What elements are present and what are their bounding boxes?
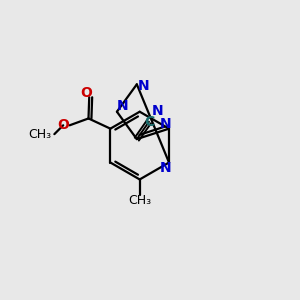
Text: O: O (57, 118, 69, 132)
Text: O: O (80, 86, 92, 100)
Text: CH₃: CH₃ (28, 128, 51, 141)
Text: CH₃: CH₃ (128, 194, 151, 207)
Text: N: N (159, 117, 171, 130)
Text: N: N (160, 161, 171, 176)
Text: N: N (137, 79, 149, 93)
Text: N: N (152, 104, 163, 118)
Text: N: N (117, 99, 129, 113)
Text: C: C (145, 115, 155, 129)
